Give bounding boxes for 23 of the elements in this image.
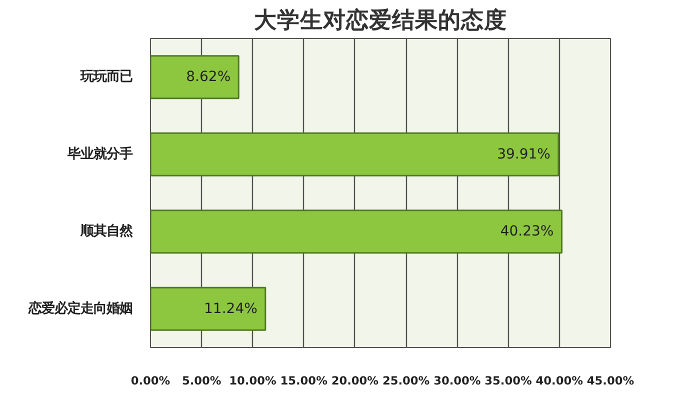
bar <box>150 55 240 100</box>
x-tick-label: 25.00% <box>382 374 430 388</box>
y-tick-label: 玩玩而已 <box>80 70 132 85</box>
x-tick-label: 40.00% <box>536 374 583 388</box>
y-tick-label: 恋爱必定走向婚姻 <box>28 300 132 316</box>
data-label: 11.24% <box>204 300 258 317</box>
bar <box>150 286 266 331</box>
x-tick-label: 15.00% <box>280 374 328 388</box>
x-tick-label: 20.00% <box>331 374 379 388</box>
x-tick-label: 5.00% <box>182 374 222 388</box>
x-tick-label: 30.00% <box>434 374 481 388</box>
data-label: 39.91% <box>497 146 550 162</box>
bar <box>150 132 560 176</box>
x-tick-label: 0.00% <box>130 374 170 388</box>
data-label: 8.62% <box>186 69 231 86</box>
chart-title: 大学生对恋爱结果的态度 <box>254 6 507 34</box>
y-tick-label: 毕业就分手 <box>66 146 132 162</box>
data-label: 40.23% <box>500 224 554 240</box>
x-tick-label: 45.00% <box>586 374 634 388</box>
x-tick-label: 10.00% <box>229 374 276 388</box>
bar <box>150 210 562 254</box>
x-tick-label: 35.00% <box>484 374 532 388</box>
y-tick-label: 顺其自然 <box>80 224 134 240</box>
